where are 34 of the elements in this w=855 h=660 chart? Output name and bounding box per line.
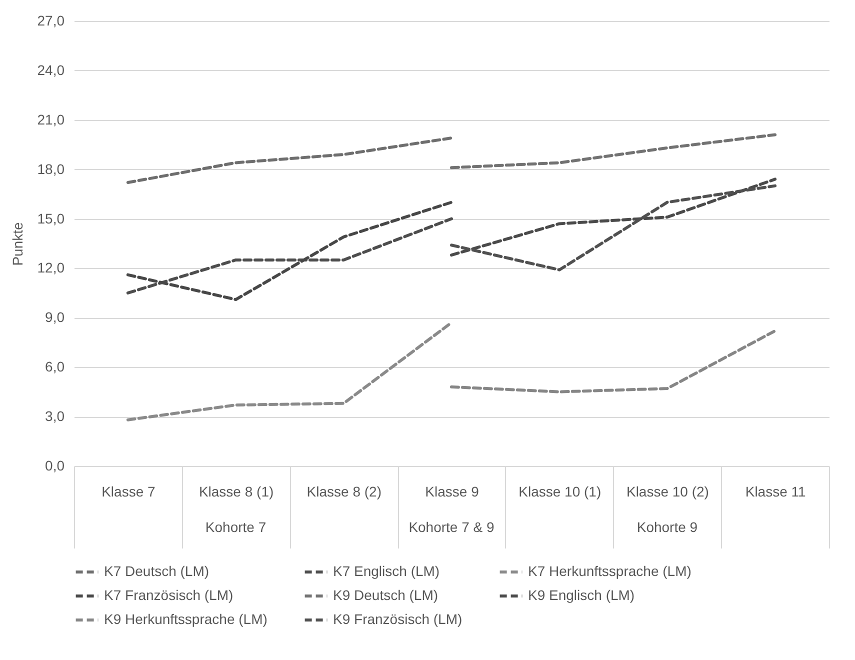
y-tick-label: 3,0 [45, 408, 65, 424]
legend-label: K9 Herkunftssprache (LM) [104, 611, 268, 627]
line-series [450, 329, 777, 394]
legend-label: K7 Französisch (LM) [104, 587, 234, 603]
y-tick-label: 15,0 [37, 210, 65, 226]
y-tick-label: 27,0 [37, 12, 65, 28]
y-tick-label: 6,0 [45, 358, 65, 375]
line-series [126, 321, 453, 422]
x-tick-label: Klasse 10 (2) [626, 484, 709, 500]
legend-label: K7 Herkunftssprache (LM) [528, 563, 692, 579]
y-tick-label: 0,0 [45, 458, 65, 474]
text: Kohorte 7 & 9 [408, 519, 495, 535]
legend-label: K7 Deutsch (LM) [104, 563, 210, 579]
line-series [126, 200, 453, 302]
legend-label: K7 Englisch (LM) [333, 563, 440, 579]
y-tick-label: 21,0 [37, 111, 65, 128]
y-tick-label: 18,0 [37, 160, 65, 177]
text: Kohorte 7 [205, 519, 266, 535]
x-tick-label: Klasse 10 (1) [518, 484, 602, 500]
y-tick-label: 12,0 [37, 260, 65, 276]
x-tick-label: Klasse 9 [425, 484, 480, 500]
legend-label: K9 Französisch (LM) [333, 611, 462, 627]
line-series [450, 133, 777, 170]
line-series [126, 136, 453, 184]
x-tick-label: Klasse 11 [745, 484, 806, 500]
y-tick-label: 9,0 [45, 309, 65, 326]
y-axis-title: Punkte [9, 222, 26, 266]
text: Kohorte 9 [636, 519, 698, 535]
y-tick-label: 24,0 [37, 62, 65, 78]
legend-label: K9 Deutsch (LM) [333, 587, 438, 603]
x-tick-label: Klasse 7 [102, 484, 156, 500]
legend-label: K9 Englisch (LM) [528, 587, 635, 603]
x-tick-label: Klasse 8 (2) [306, 484, 382, 500]
x-tick-label: Klasse 8 (1) [198, 484, 274, 500]
